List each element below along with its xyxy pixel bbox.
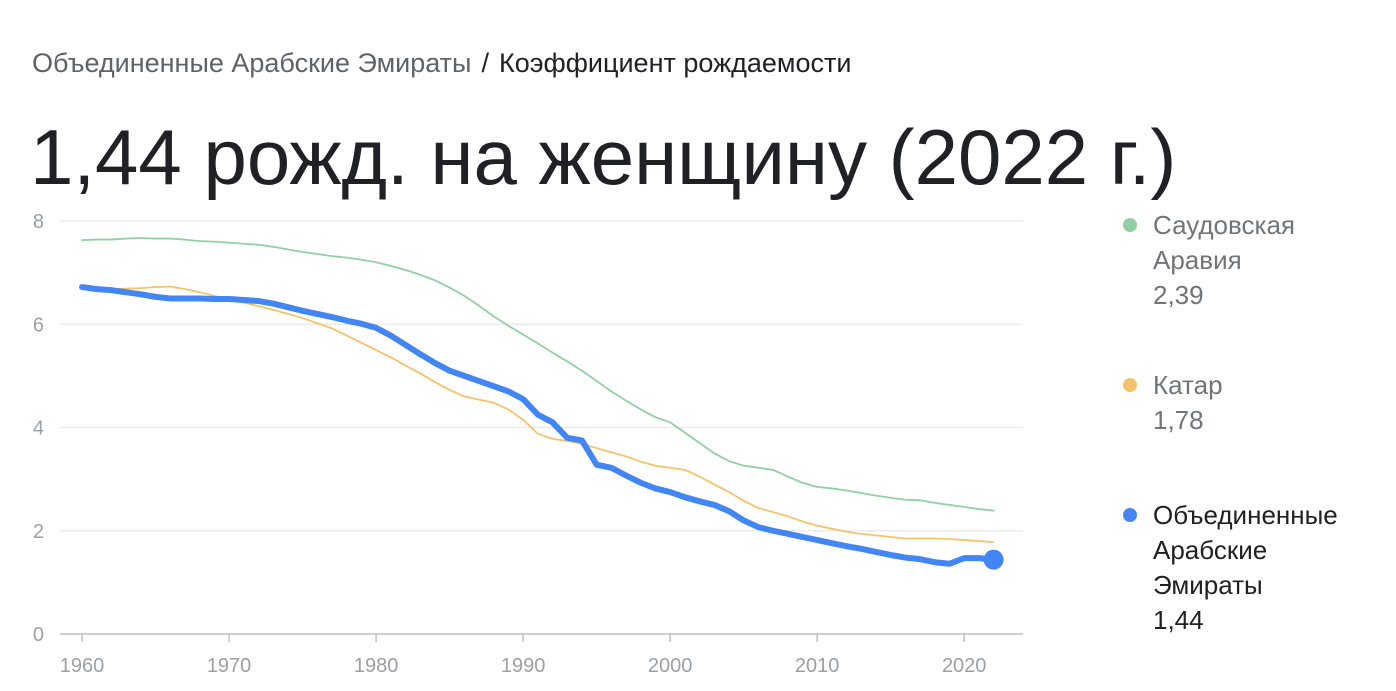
legend-value: 2,39 (1153, 280, 1204, 310)
breadcrumb-current: Коэффициент рождаемости (498, 48, 852, 78)
y-tick-label: 8 (33, 211, 44, 233)
legend-marker (1123, 218, 1137, 232)
x-tick-label: 2020 (942, 655, 987, 677)
breadcrumb-country[interactable]: Объединенные Арабские Эмираты (32, 48, 472, 78)
chart-title: 1,44 рожд. на женщину (2022 г.) (30, 113, 1177, 201)
y-tick-label: 6 (33, 314, 44, 336)
y-tick-label: 0 (33, 624, 44, 646)
series-line (81, 237, 995, 512)
x-tick-label: 2010 (795, 655, 840, 677)
y-tick-label: 4 (33, 418, 44, 440)
legend-value: 1,78 (1153, 405, 1204, 435)
x-tick-label: 2000 (648, 655, 693, 677)
legend-marker (1123, 378, 1137, 392)
legend-name: Объединенные Арабские Эмираты (1153, 500, 1338, 600)
legend-value: 1,44 (1153, 605, 1204, 635)
series-line (79, 284, 997, 567)
y-tick-label: 2 (33, 521, 44, 543)
legend-name: Саудовская Аравия (1153, 210, 1296, 275)
end-point (983, 549, 1004, 570)
breadcrumb: Объединенные Арабские Эмираты / Коэффициен… (32, 48, 851, 79)
x-tick-label: 1980 (354, 655, 399, 677)
breadcrumb-separator: / (481, 48, 489, 78)
legend-entry[interactable]: Саудовская Аравия 2,39 (1123, 208, 1383, 313)
legend-marker (1123, 508, 1137, 522)
legend-name: Катар (1153, 370, 1223, 400)
legend-entry[interactable]: Объединенные Арабские Эмираты 1,44 (1123, 498, 1383, 638)
x-tick-label: 1970 (207, 655, 252, 677)
x-tick-label: 1960 (60, 655, 105, 677)
legend-entry[interactable]: Катар 1,78 (1123, 368, 1383, 438)
x-tick-label: 1990 (501, 655, 546, 677)
